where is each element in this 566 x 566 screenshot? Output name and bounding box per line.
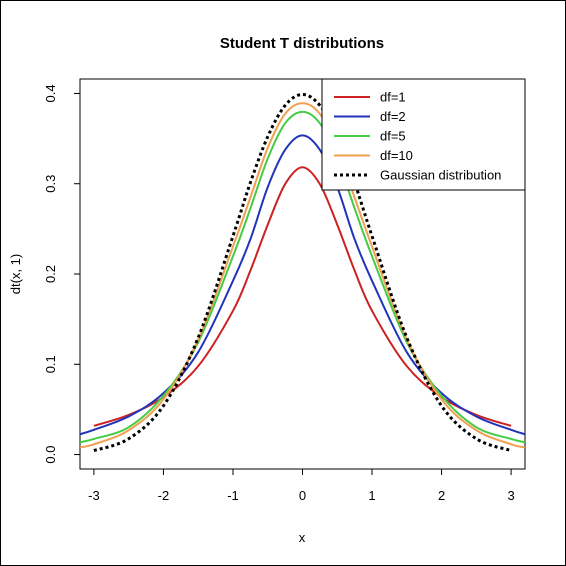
x-tick-label: 3 xyxy=(507,488,514,503)
legend-label: df=2 xyxy=(380,109,406,124)
y-axis-label: dt(x, 1) xyxy=(8,254,23,294)
x-tick-label: 0 xyxy=(299,488,306,503)
series-line-4 xyxy=(79,102,526,449)
y-tick-label: 0.4 xyxy=(43,84,58,102)
y-tick-label: 0.0 xyxy=(43,446,58,464)
series-line-5 xyxy=(93,92,512,453)
x-tick-label: -2 xyxy=(158,488,170,503)
legend-label: df=10 xyxy=(380,148,413,163)
y-tick-label: 0.1 xyxy=(43,355,58,373)
y-tick-label: 0.3 xyxy=(43,175,58,193)
y-tick-label: 0.2 xyxy=(43,265,58,283)
x-tick-label: 2 xyxy=(438,488,445,503)
x-tick-label: 1 xyxy=(368,488,375,503)
series-line-3 xyxy=(79,110,526,444)
legend-label: df=1 xyxy=(380,90,406,105)
legend: df=1 df=2 df=5 df=10 Gaussian distribution xyxy=(321,78,526,191)
legend-label: Gaussian distribution xyxy=(380,168,501,183)
x-axis-label: x xyxy=(299,530,306,545)
axes: -3 -2 -1 0 1 2 3 0.0 0.1 0.2 0.3 0.4 xyxy=(43,84,515,503)
series-line-1 xyxy=(93,166,512,427)
x-tick-label: -1 xyxy=(227,488,239,503)
chart-title: Student T distributions xyxy=(220,35,384,52)
plot-series xyxy=(79,92,526,453)
legend-label: df=5 xyxy=(380,129,406,144)
series-line-2 xyxy=(79,134,526,436)
x-tick-label: -3 xyxy=(88,488,100,503)
